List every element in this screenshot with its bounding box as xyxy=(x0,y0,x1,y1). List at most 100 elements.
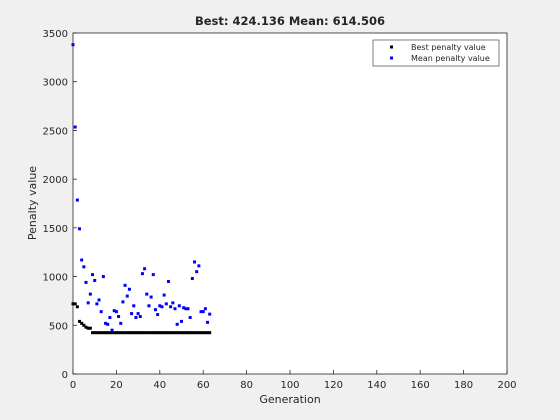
point xyxy=(88,292,92,296)
legend-label: Best penalty value xyxy=(411,43,486,52)
point xyxy=(127,287,131,291)
y-tick-label: 3500 xyxy=(43,29,68,40)
point xyxy=(206,320,210,324)
point xyxy=(151,273,155,277)
point xyxy=(175,322,179,326)
point xyxy=(201,310,205,314)
x-tick-label: 0 xyxy=(70,380,76,391)
point xyxy=(138,331,142,335)
point xyxy=(184,307,188,311)
point xyxy=(101,331,105,335)
point xyxy=(147,304,151,308)
point xyxy=(80,321,84,325)
point xyxy=(208,312,212,316)
point xyxy=(160,331,164,335)
point xyxy=(149,295,153,299)
point xyxy=(95,331,99,335)
point xyxy=(184,331,188,335)
legend-label: Mean penalty value xyxy=(411,54,490,63)
point xyxy=(160,305,164,309)
point xyxy=(110,328,114,332)
point xyxy=(173,331,177,335)
point xyxy=(95,302,99,306)
point xyxy=(125,331,129,335)
point xyxy=(119,321,123,325)
point xyxy=(117,331,121,335)
point xyxy=(177,331,181,335)
point xyxy=(153,331,157,335)
point xyxy=(164,302,168,306)
point xyxy=(143,331,147,335)
y-axis-label: Penalty value xyxy=(26,166,39,240)
point xyxy=(143,267,147,271)
point xyxy=(106,331,110,335)
point xyxy=(71,302,75,306)
point xyxy=(203,331,207,335)
point xyxy=(75,305,79,309)
y-tick-label: 2000 xyxy=(43,175,68,186)
point xyxy=(180,319,183,323)
point xyxy=(156,331,160,335)
point xyxy=(134,331,138,335)
point xyxy=(169,331,173,335)
y-tick-label: 1500 xyxy=(43,224,68,235)
point xyxy=(78,227,82,231)
point xyxy=(130,312,134,316)
point xyxy=(114,331,118,335)
point xyxy=(140,331,144,335)
point xyxy=(149,331,153,335)
point xyxy=(117,315,121,319)
point xyxy=(151,331,155,335)
point xyxy=(193,331,197,335)
point xyxy=(197,331,201,335)
point xyxy=(134,315,138,319)
point xyxy=(201,331,205,335)
x-tick-label: 40 xyxy=(153,380,166,391)
point xyxy=(132,331,136,335)
point xyxy=(73,302,77,306)
point xyxy=(153,308,157,312)
point xyxy=(114,310,118,314)
point xyxy=(121,300,125,304)
point xyxy=(175,331,179,335)
point xyxy=(82,265,86,269)
point xyxy=(182,331,186,335)
point xyxy=(158,304,162,308)
point xyxy=(108,331,112,335)
legend-marker xyxy=(390,45,393,49)
point xyxy=(130,331,134,335)
point xyxy=(177,304,181,308)
point xyxy=(91,331,95,335)
point xyxy=(99,310,103,314)
point xyxy=(145,331,149,335)
point xyxy=(106,322,110,326)
x-tick-label: 160 xyxy=(411,380,430,391)
point xyxy=(173,307,177,311)
point xyxy=(199,331,203,335)
plot-area xyxy=(72,32,508,375)
point xyxy=(86,326,90,330)
point xyxy=(119,331,123,335)
point xyxy=(140,272,144,276)
y-tick-label: 500 xyxy=(49,321,68,332)
point xyxy=(125,294,129,298)
point xyxy=(195,270,199,274)
x-tick-label: 200 xyxy=(497,380,516,391)
point xyxy=(206,331,210,335)
x-tick-label: 20 xyxy=(110,380,123,391)
point xyxy=(121,331,125,335)
point xyxy=(78,319,82,323)
point xyxy=(136,331,140,335)
point xyxy=(80,258,84,262)
point xyxy=(104,321,108,325)
point xyxy=(75,198,79,202)
x-tick-label: 180 xyxy=(454,380,473,391)
point xyxy=(169,305,173,309)
point xyxy=(166,331,170,335)
legend-box xyxy=(372,39,500,67)
point xyxy=(112,309,116,313)
chart-title: Best: 424.136 Mean: 614.506 xyxy=(195,14,385,28)
point xyxy=(186,307,190,311)
point xyxy=(91,273,95,277)
